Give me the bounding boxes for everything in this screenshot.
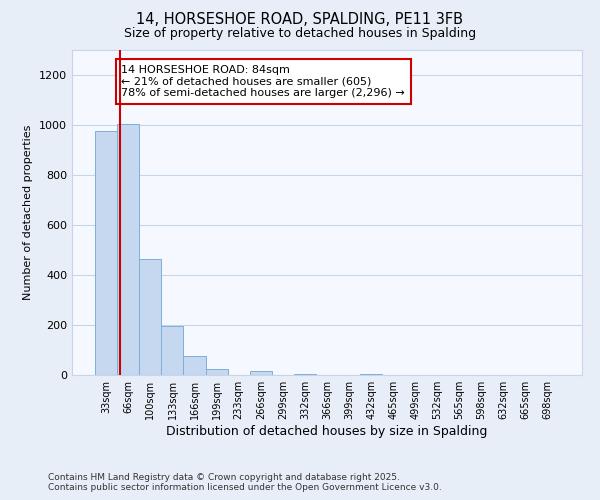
Bar <box>117 124 139 375</box>
Y-axis label: Number of detached properties: Number of detached properties <box>23 125 34 300</box>
Bar <box>250 371 272 375</box>
Text: Size of property relative to detached houses in Spalding: Size of property relative to detached ho… <box>124 28 476 40</box>
Bar <box>139 259 161 375</box>
Bar <box>161 326 184 375</box>
Bar <box>360 374 382 375</box>
Text: Contains HM Land Registry data © Crown copyright and database right 2025.
Contai: Contains HM Land Registry data © Crown c… <box>48 473 442 492</box>
Bar <box>206 369 227 375</box>
Bar <box>184 356 206 375</box>
Bar <box>95 131 117 375</box>
Text: 14, HORSESHOE ROAD, SPALDING, PE11 3FB: 14, HORSESHOE ROAD, SPALDING, PE11 3FB <box>137 12 464 28</box>
Text: 14 HORSESHOE ROAD: 84sqm
← 21% of detached houses are smaller (605)
78% of semi-: 14 HORSESHOE ROAD: 84sqm ← 21% of detach… <box>121 65 405 98</box>
X-axis label: Distribution of detached houses by size in Spalding: Distribution of detached houses by size … <box>166 425 488 438</box>
Bar <box>294 374 316 375</box>
